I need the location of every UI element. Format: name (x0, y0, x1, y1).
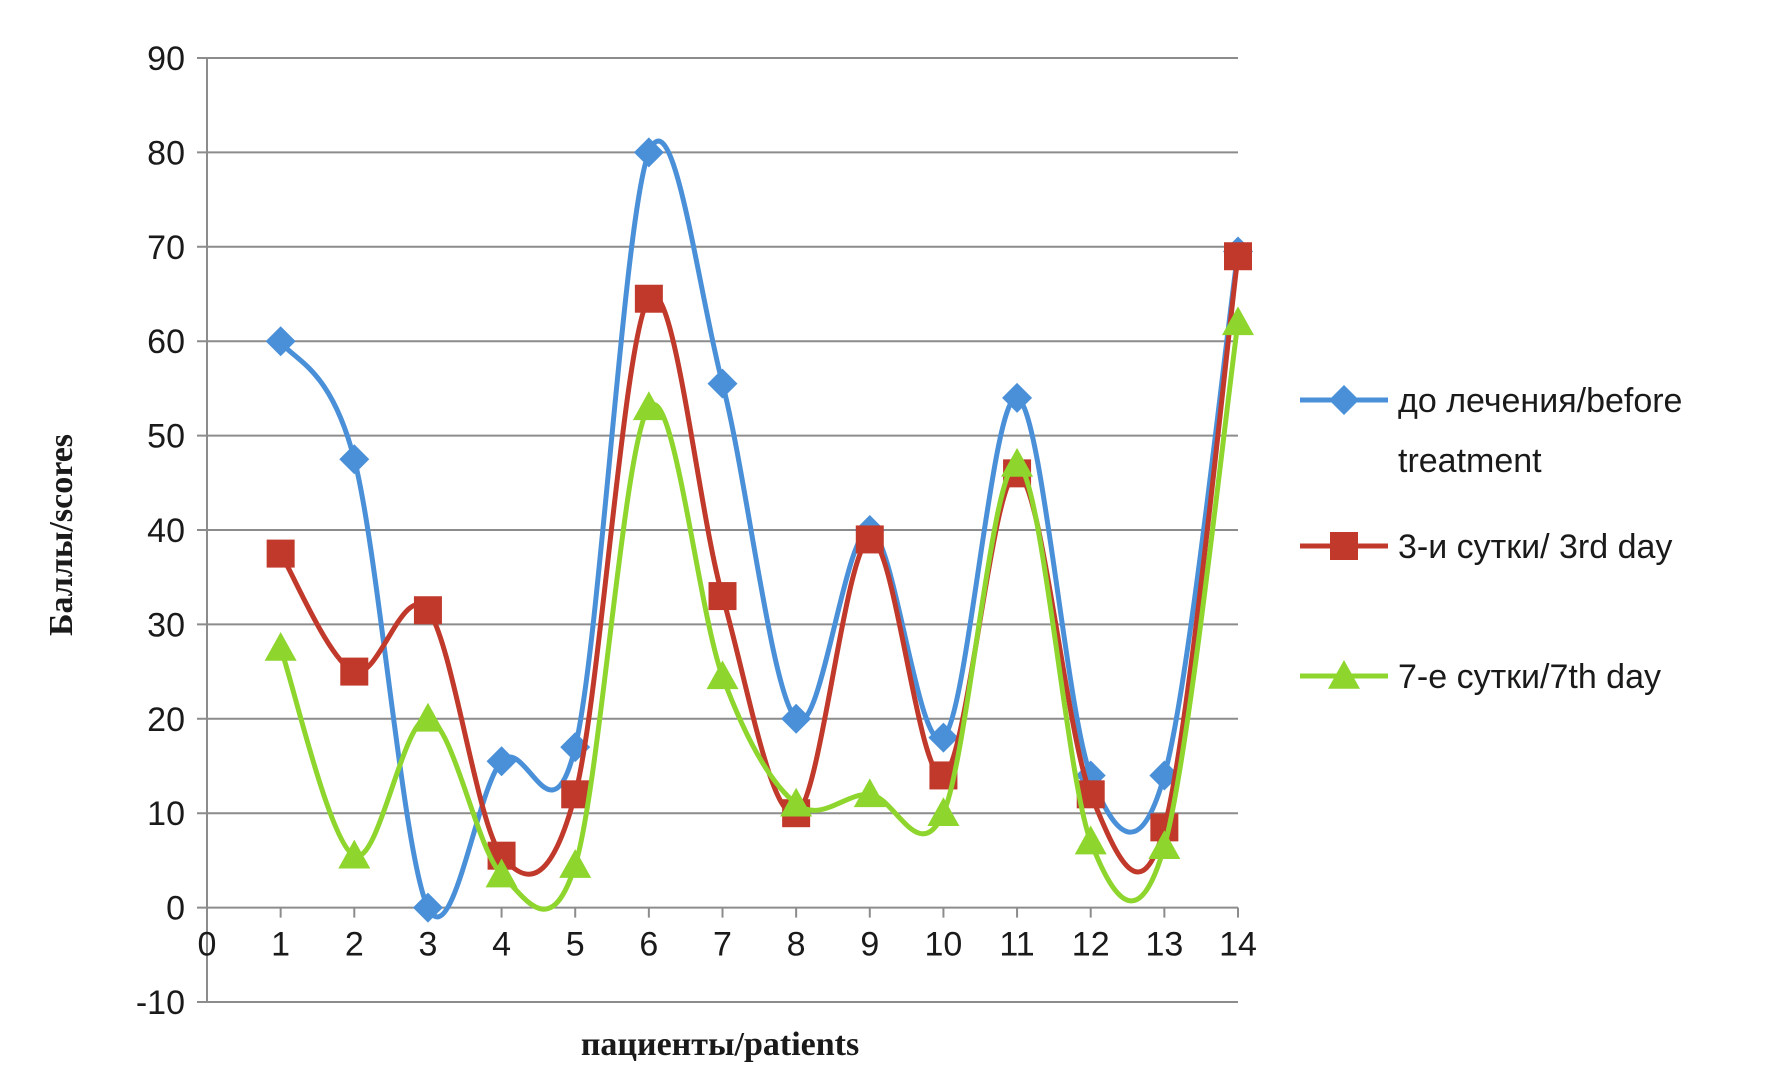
data-point (928, 722, 959, 753)
y-tick-label: 70 (147, 229, 185, 267)
data-point (707, 368, 738, 399)
data-point (559, 849, 592, 878)
data-point (1074, 825, 1107, 855)
x-tick-label: 9 (860, 926, 879, 964)
data-point (853, 778, 886, 808)
data-point (781, 703, 812, 734)
data-point (780, 787, 813, 817)
legend-label: 7-е сутки/7th day (1398, 658, 1661, 696)
x-tick-label: 3 (418, 926, 437, 964)
data-point (1001, 447, 1034, 477)
x-tick-label: 13 (1145, 926, 1183, 964)
data-point (485, 858, 518, 888)
x-tick-label: 2 (345, 926, 364, 964)
legend-marker (1328, 660, 1360, 689)
series-3 (264, 306, 1254, 912)
data-point (706, 660, 739, 690)
grid-lines (197, 57, 1238, 1003)
data-point (927, 797, 960, 826)
data-point (708, 582, 737, 611)
y-tick-label: 80 (147, 134, 185, 172)
y-tick-label: 10 (147, 795, 185, 833)
series (264, 137, 1254, 923)
legend-label: до лечения/before (1398, 382, 1682, 420)
data-point (855, 525, 884, 554)
y-tick-label: 20 (147, 701, 185, 739)
x-tick-label: 8 (787, 926, 806, 964)
y-tick-label: 50 (147, 418, 185, 456)
series-line (278, 138, 1241, 920)
legend-item-1: до лечения/before treatment (1300, 382, 1682, 480)
y-tick-label: 40 (147, 512, 185, 550)
x-tick-label: 5 (566, 926, 585, 964)
legend-item-2: 3-и сутки/ 3rd day (1300, 528, 1672, 566)
data-point (266, 539, 295, 568)
x-tick-label: 1 (271, 926, 290, 964)
y-tick-label: 60 (147, 323, 185, 361)
data-point (632, 391, 665, 421)
data-point (338, 839, 371, 869)
data-point (412, 892, 443, 923)
legend-item-3: 7-е сутки/7th day (1300, 658, 1661, 696)
y-tick-label: 90 (147, 40, 185, 78)
x-tick-label: 11 (999, 926, 1034, 964)
x-tick-label: 10 (925, 926, 963, 964)
axes (197, 58, 1239, 1002)
data-point (411, 702, 444, 732)
x-tick-label: 0 (198, 926, 217, 964)
x-axis-title: пациенты/patients (581, 1026, 859, 1063)
legend: до лечения/before treatment 3-и сутки/ 3rd… (1300, 382, 1682, 696)
y-tick-label: -10 (136, 984, 185, 1022)
series-line (278, 319, 1241, 912)
x-tick-label: 6 (639, 926, 658, 964)
data-point (634, 284, 663, 313)
legend-label: treatment (1398, 442, 1542, 480)
data-point (1222, 306, 1254, 336)
y-axis-title: Баллы/scores (43, 434, 80, 636)
data-point (264, 632, 297, 661)
data-point (561, 780, 590, 809)
y-tick-label: 0 (166, 890, 185, 928)
data-point (339, 444, 370, 475)
data-point (340, 657, 369, 686)
data-point (486, 746, 517, 777)
data-point (413, 596, 442, 625)
y-tick-label: 30 (147, 606, 185, 644)
legend-marker (1330, 532, 1358, 560)
data-point (1224, 242, 1252, 271)
data-point (633, 137, 664, 168)
series-2 (266, 242, 1252, 877)
x-tick-label: 14 (1219, 926, 1257, 964)
y-tick-labels: -10 0 10 20 30 40 50 60 70 80 90 (136, 40, 185, 1022)
x-tick-label: 12 (1072, 926, 1110, 964)
data-point (1002, 382, 1033, 413)
data-point (1148, 830, 1181, 860)
x-tick-label: 4 (492, 926, 511, 964)
x-tick-label: 7 (713, 926, 732, 964)
data-point (265, 326, 296, 357)
legend-marker (1329, 385, 1359, 415)
x-tick-labels: 0 1 2 3 4 5 6 7 8 9 10 11 12 13 14 (198, 926, 1257, 964)
legend-label: 3-и сутки/ 3rd day (1398, 528, 1672, 566)
